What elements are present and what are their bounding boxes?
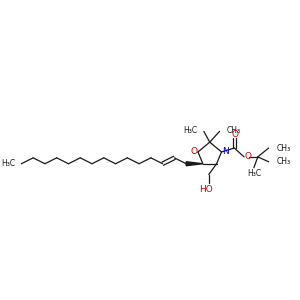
Text: CH₃: CH₃ [226, 126, 241, 135]
Text: HO: HO [199, 185, 213, 194]
Text: CH₃: CH₃ [277, 157, 291, 166]
Text: H₃C: H₃C [2, 159, 16, 168]
Text: O: O [244, 152, 251, 161]
Text: O: O [232, 130, 239, 139]
Text: O: O [190, 148, 197, 157]
Polygon shape [186, 162, 203, 166]
Text: N: N [222, 148, 229, 157]
Text: CH₃: CH₃ [277, 143, 291, 152]
Text: H₃C: H₃C [247, 169, 261, 178]
Text: H₃C: H₃C [183, 126, 197, 135]
